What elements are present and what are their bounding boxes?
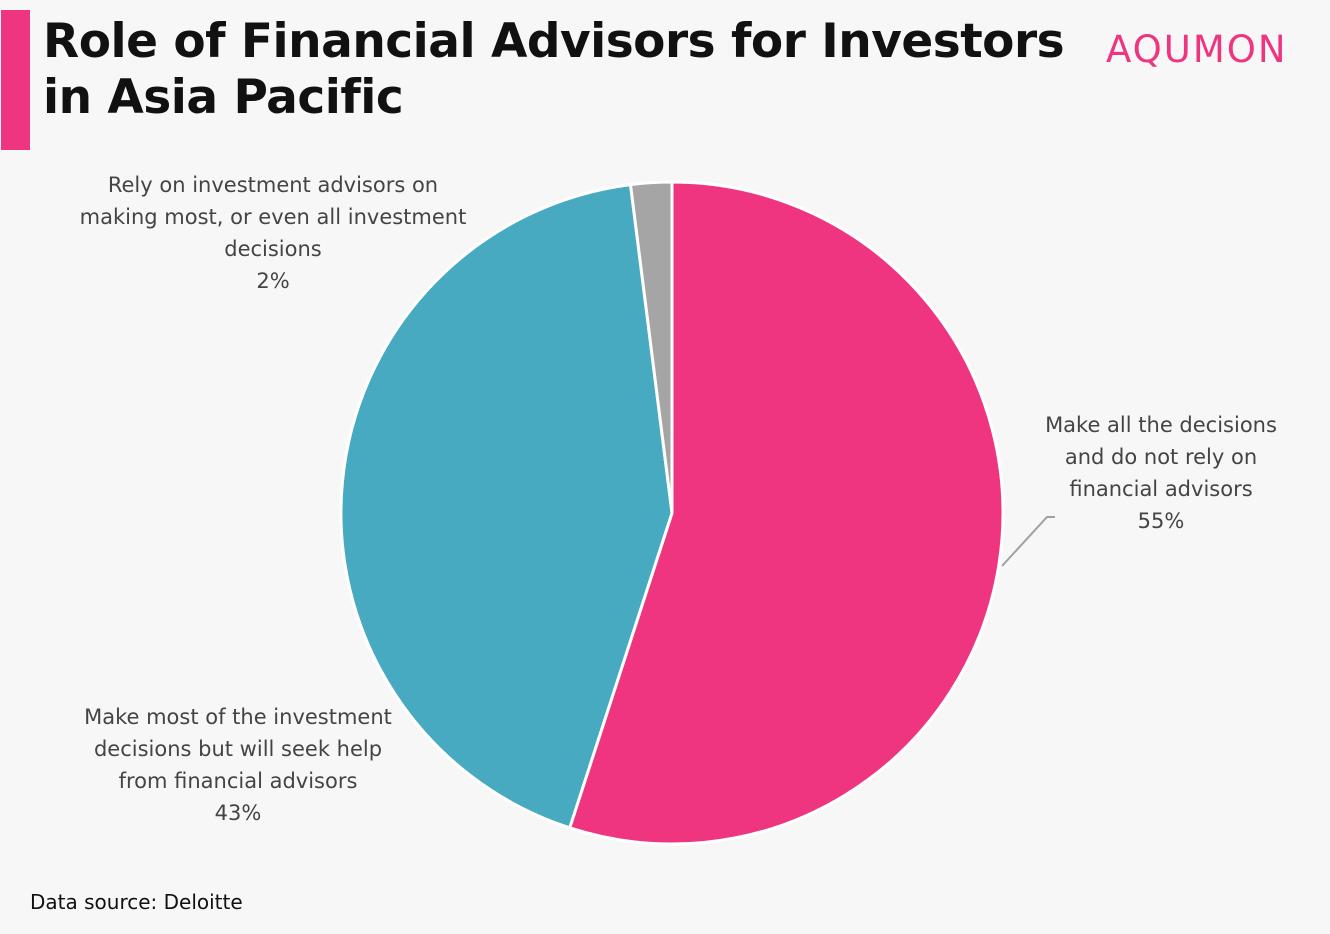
label-line: and do not rely on [1064, 445, 1258, 469]
label-percent: 55% [1137, 509, 1185, 533]
label-line: Make all the decisions [1045, 413, 1277, 437]
label-most-decisions: Make most of the investment decisions bu… [58, 701, 418, 829]
brand-logo: AQUMON [1106, 28, 1288, 71]
chart-title: Role of Financial Advisors for Investors… [43, 14, 1065, 125]
leader-line [1001, 516, 1055, 567]
label-line: from financial advisors [118, 769, 358, 793]
data-source: Data source: Deloitte [30, 890, 243, 914]
label-line: Rely on investment advisors on [107, 173, 439, 197]
label-line: making most, or even all investment [79, 205, 467, 229]
label-all-decisions: Make all the decisions and do not rely o… [1020, 409, 1302, 537]
label-percent: 2% [256, 269, 290, 293]
label-line: Make most of the investment [84, 705, 392, 729]
label-line: financial advisors [1069, 477, 1253, 501]
title-accent-bar [1, 10, 30, 150]
slice-most-decisions [339, 182, 674, 830]
label-rely-advisors: Rely on investment advisors on making mo… [53, 169, 493, 297]
label-line: decisions but will seek help [93, 737, 383, 761]
label-percent: 43% [214, 801, 262, 825]
label-line: decisions [224, 237, 322, 261]
slice-all-decisions [567, 180, 1005, 846]
slice-rely-advisors [628, 180, 674, 514]
